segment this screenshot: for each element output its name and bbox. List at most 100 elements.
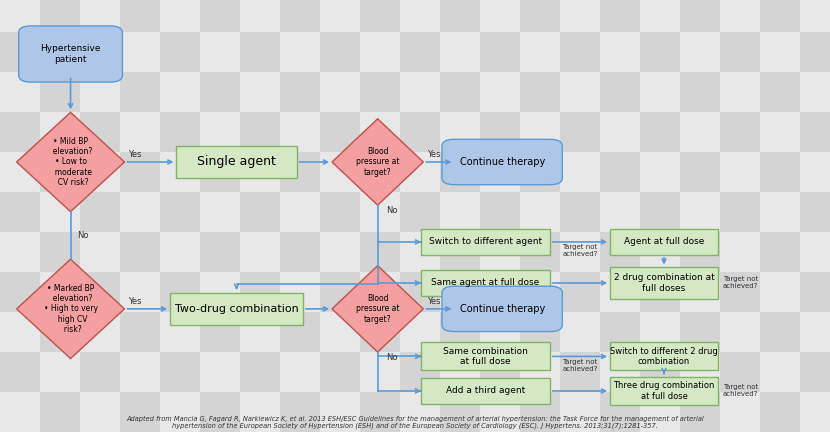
Bar	[480, 232, 520, 272]
Bar	[480, 112, 520, 152]
Bar	[160, 72, 200, 112]
Bar	[480, 72, 520, 112]
Bar	[680, 32, 720, 72]
Bar	[280, 112, 320, 152]
Bar	[400, 152, 440, 192]
Bar	[560, 32, 600, 72]
Bar	[80, 312, 120, 352]
Bar	[160, 272, 200, 312]
Bar	[320, 352, 360, 392]
Text: Adapted from Mancia G, Fagard R, Narkiewicz K, et al. 2013 ESH/ESC Guidelines fo: Adapted from Mancia G, Fagard R, Narkiew…	[126, 416, 704, 429]
Bar	[320, 272, 360, 312]
Bar	[440, 32, 480, 72]
Bar	[600, 112, 640, 152]
Bar	[280, 152, 320, 192]
Bar	[400, 352, 440, 392]
Bar	[200, 312, 240, 352]
Bar	[440, 272, 480, 312]
Bar	[800, 272, 830, 312]
Text: Yes: Yes	[128, 297, 141, 305]
Bar	[160, 152, 200, 192]
Text: 2 drug combination at
full doses: 2 drug combination at full doses	[613, 273, 715, 292]
Text: Yes: Yes	[427, 150, 440, 159]
Bar	[240, 72, 280, 112]
Bar	[560, 72, 600, 112]
Bar	[640, 272, 680, 312]
Bar	[0, 392, 40, 432]
Bar	[320, 152, 360, 192]
Bar	[640, 152, 680, 192]
Bar	[160, 392, 200, 432]
Polygon shape	[17, 112, 124, 212]
Bar	[360, 192, 400, 232]
Bar	[200, 72, 240, 112]
Bar	[0, 72, 40, 112]
Text: Target not
achieved?: Target not achieved?	[723, 276, 759, 289]
Bar	[760, 312, 800, 352]
Bar	[610, 229, 718, 255]
Bar	[520, 192, 560, 232]
Bar	[600, 72, 640, 112]
Bar	[560, 392, 600, 432]
Bar	[360, 72, 400, 112]
Bar	[160, 232, 200, 272]
Bar	[800, 352, 830, 392]
Bar	[200, 192, 240, 232]
Bar	[640, 32, 680, 72]
Bar	[320, 112, 360, 152]
Bar	[421, 342, 549, 371]
Bar	[170, 293, 303, 325]
Bar	[800, 192, 830, 232]
Bar	[480, 152, 520, 192]
Bar	[80, 0, 120, 32]
Bar	[720, 352, 760, 392]
Bar	[40, 72, 80, 112]
Bar	[0, 352, 40, 392]
Bar	[600, 392, 640, 432]
Bar	[200, 112, 240, 152]
Bar	[720, 232, 760, 272]
Bar	[160, 32, 200, 72]
Bar	[520, 312, 560, 352]
Bar	[760, 232, 800, 272]
Bar	[120, 352, 160, 392]
Bar	[120, 0, 160, 32]
Bar	[240, 392, 280, 432]
Bar	[720, 392, 760, 432]
Bar	[40, 192, 80, 232]
Bar	[160, 352, 200, 392]
Bar	[240, 352, 280, 392]
Bar	[360, 152, 400, 192]
FancyBboxPatch shape	[442, 139, 563, 185]
Bar	[640, 72, 680, 112]
Text: Single agent: Single agent	[197, 156, 276, 168]
Bar	[640, 0, 680, 32]
Bar	[120, 392, 160, 432]
Bar	[360, 232, 400, 272]
FancyBboxPatch shape	[442, 286, 563, 332]
Text: Add a third agent: Add a third agent	[446, 387, 525, 395]
Bar	[760, 272, 800, 312]
Bar	[280, 392, 320, 432]
Bar	[760, 0, 800, 32]
Bar	[760, 32, 800, 72]
Bar	[760, 152, 800, 192]
Bar	[40, 312, 80, 352]
Bar	[560, 152, 600, 192]
Bar	[80, 272, 120, 312]
Bar	[280, 32, 320, 72]
Bar	[400, 192, 440, 232]
Text: Target not
achieved?: Target not achieved?	[562, 244, 598, 257]
Text: Target not
achieved?: Target not achieved?	[723, 384, 759, 397]
Bar	[800, 152, 830, 192]
Bar	[320, 32, 360, 72]
Bar	[360, 312, 400, 352]
Bar	[760, 192, 800, 232]
Polygon shape	[332, 119, 423, 205]
Bar	[280, 272, 320, 312]
Bar	[240, 152, 280, 192]
Bar	[40, 272, 80, 312]
Text: Yes: Yes	[427, 297, 440, 305]
Bar	[560, 272, 600, 312]
Bar	[40, 392, 80, 432]
